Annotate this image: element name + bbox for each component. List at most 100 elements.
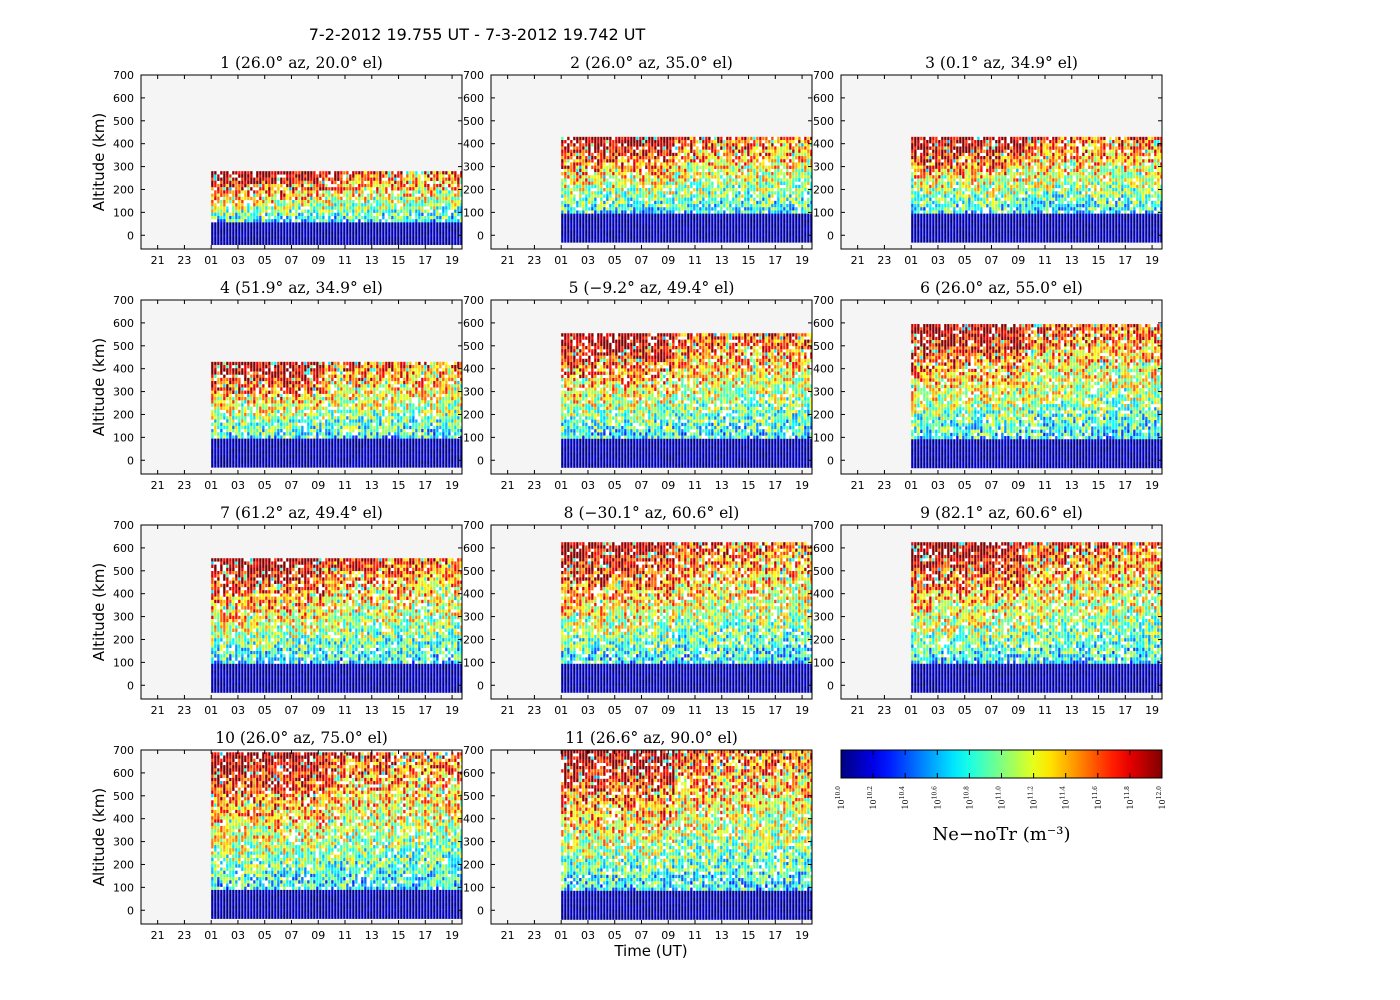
y-tick-label: 200 [813,633,834,646]
x-tick-label: 03 [581,929,595,942]
y-tick-label: 400 [813,138,834,151]
y-tick-label: 400 [463,138,484,151]
panel-8-heatmap [561,542,812,693]
panel-9: 21 23 01 03 05 07 09 11 13 15 17 19 0 100 200 300 400 500… [813,504,1163,717]
x-tick-label: 11 [688,254,702,267]
y-tick-label: 0 [477,679,484,692]
colorbar-tick-label: 1011.6 [1092,786,1103,810]
y-tick-label: 0 [127,454,134,467]
panel-9-title: 9 (82.1° az, 60.6° el) [920,504,1083,522]
x-tick-label: 09 [311,704,325,717]
panel-4-heatmap [211,361,462,468]
y-tick-label: 0 [127,904,134,917]
x-tick-label: 15 [1092,704,1106,717]
x-tick-label: 21 [851,704,865,717]
colorbar-tick-label: 1011.0 [996,786,1007,810]
x-tick-label: 23 [177,254,191,267]
x-tick-label: 09 [661,479,675,492]
x-tick-label: 15 [1092,254,1106,267]
x-tick-label: 09 [1011,479,1025,492]
y-tick-label: 600 [113,542,134,555]
x-tick-label: 21 [851,254,865,267]
y-tick-label: 100 [813,206,834,219]
x-tick-label: 01 [554,254,568,267]
y-tick-label: 200 [463,633,484,646]
panel-7-title: 7 (61.2° az, 49.4° el) [220,504,383,522]
panel-6-heatmap [911,324,1162,469]
y-tick-label: 700 [463,744,484,757]
x-tick-label: 09 [311,254,325,267]
x-tick-label: 19 [445,254,459,267]
x-tick-label: 21 [501,254,515,267]
panel-9-frame [840,524,1163,700]
x-tick-label: 21 [851,479,865,492]
panel-4-title: 4 (51.9° az, 34.9° el) [220,279,383,297]
y-tick-label: 0 [477,904,484,917]
y-tick-label: 400 [113,588,134,601]
x-tick-label: 01 [204,254,218,267]
y-axis-label: Altitude (km) [90,338,108,436]
y-tick-label: 100 [113,656,134,669]
x-tick-label: 03 [931,704,945,717]
panel-10-title: 10 (26.0° az, 75.0° el) [215,729,388,747]
y-tick-label: 200 [113,633,134,646]
colorbar-tick-label: 1010.6 [931,786,942,810]
x-tick-label: 11 [688,479,702,492]
x-tick-label: 21 [151,254,165,267]
colorbar-tick-label: 1010.4 [899,786,910,810]
x-tick-label: 21 [501,929,515,942]
panel-5-heatmap [561,333,812,468]
y-tick-label: 700 [113,519,134,532]
x-tick-label: 07 [284,929,298,942]
colorbar-label: Ne−noTr (m⁻³) [932,824,1070,845]
panel-4: 21 23 01 03 05 07 09 11 13 15 17 19 0 100 200 300 400 500… [90,279,463,492]
panel-8-frame [490,524,813,700]
panel-5-frame [490,299,813,475]
y-tick-label: 0 [477,229,484,242]
x-tick-label: 01 [904,704,918,717]
x-tick-label: 23 [527,479,541,492]
panel-10-frame [140,749,463,925]
y-tick-label: 500 [463,565,484,578]
y-tick-label: 600 [813,317,834,330]
x-axis-label: Time (UT) [613,942,687,960]
x-tick-label: 23 [177,929,191,942]
x-tick-label: 01 [554,929,568,942]
panel-11-frame [490,749,813,925]
x-tick-label: 03 [231,254,245,267]
x-tick-label: 19 [445,479,459,492]
y-tick-label: 500 [813,340,834,353]
x-tick-label: 13 [715,704,729,717]
y-axis-label: Altitude (km) [90,563,108,661]
y-tick-label: 0 [827,229,834,242]
x-tick-label: 23 [177,479,191,492]
x-tick-label: 23 [527,704,541,717]
y-tick-label: 600 [463,92,484,105]
figure-suptitle: 7-2-2012 19.755 UT - 7-3-2012 19.742 UT [309,25,646,44]
x-tick-label: 15 [1092,479,1106,492]
x-tick-label: 17 [768,704,782,717]
x-tick-label: 15 [742,479,756,492]
x-tick-label: 05 [958,254,972,267]
x-tick-label: 13 [365,704,379,717]
y-tick-label: 300 [813,386,834,399]
x-tick-label: 05 [608,929,622,942]
y-tick-label: 100 [113,431,134,444]
x-tick-label: 11 [338,929,352,942]
panel-11: 21 23 01 03 05 07 09 11 13 15 17 19 0 100 200 300 400 500… [463,729,813,942]
y-tick-label: 500 [113,565,134,578]
y-tick-label: 600 [113,92,134,105]
x-tick-label: 21 [151,479,165,492]
x-tick-label: 19 [1145,704,1159,717]
y-tick-label: 300 [463,161,484,174]
y-tick-label: 500 [113,115,134,128]
x-tick-label: 19 [795,254,809,267]
panel-9-heatmap [911,542,1162,693]
panel-5-title: 5 (−9.2° az, 49.4° el) [569,279,735,297]
y-tick-label: 0 [127,679,134,692]
x-tick-label: 11 [338,479,352,492]
x-tick-label: 11 [1038,704,1052,717]
y-tick-label: 300 [813,161,834,174]
x-tick-label: 01 [204,704,218,717]
y-tick-label: 600 [463,317,484,330]
